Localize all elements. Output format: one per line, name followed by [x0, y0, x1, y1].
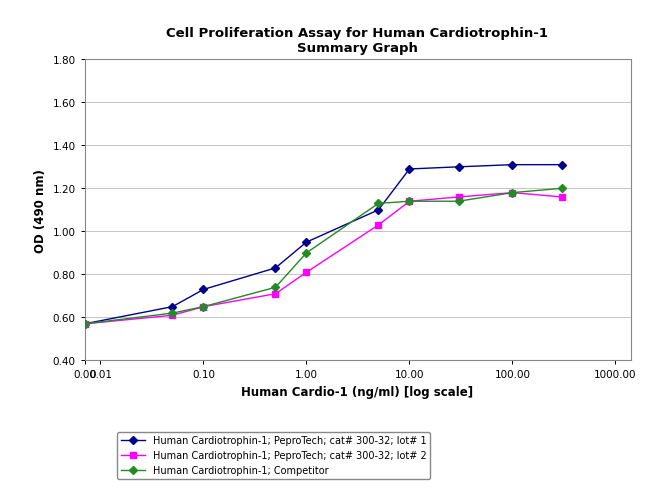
Y-axis label: OD (490 nm): OD (490 nm)	[34, 168, 47, 253]
X-axis label: Human Cardio-1 (ng/ml) [log scale]: Human Cardio-1 (ng/ml) [log scale]	[241, 385, 474, 398]
Line: Human Cardiotrophin-1; PeproTech; cat# 300-32; lot# 2: Human Cardiotrophin-1; PeproTech; cat# 3…	[82, 190, 564, 327]
Human Cardiotrophin-1; PeproTech; cat# 300-32; lot# 2	[374, 222, 382, 228]
Human Cardiotrophin-1; PeproTech; cat# 300-32; lot# 1	[168, 304, 176, 310]
Line: Human Cardiotrophin-1; PeproTech; cat# 300-32; lot# 1: Human Cardiotrophin-1; PeproTech; cat# 3…	[82, 162, 564, 327]
Human Cardiotrophin-1; PeproTech; cat# 300-32; lot# 1	[558, 162, 566, 168]
Human Cardiotrophin-1; Competitor	[558, 186, 566, 192]
Human Cardiotrophin-1; PeproTech; cat# 300-32; lot# 2	[508, 190, 516, 196]
Human Cardiotrophin-1; Competitor	[200, 304, 207, 310]
Human Cardiotrophin-1; Competitor	[455, 199, 463, 205]
Human Cardiotrophin-1; PeproTech; cat# 300-32; lot# 1	[374, 207, 382, 213]
Human Cardiotrophin-1; PeproTech; cat# 300-32; lot# 2	[272, 291, 280, 297]
Human Cardiotrophin-1; PeproTech; cat# 300-32; lot# 1	[200, 287, 207, 293]
Human Cardiotrophin-1; PeproTech; cat# 300-32; lot# 2	[302, 270, 310, 276]
Human Cardiotrophin-1; PeproTech; cat# 300-32; lot# 2	[168, 313, 176, 319]
Legend: Human Cardiotrophin-1; PeproTech; cat# 300-32; lot# 1, Human Cardiotrophin-1; Pe: Human Cardiotrophin-1; PeproTech; cat# 3…	[116, 432, 430, 479]
Human Cardiotrophin-1; PeproTech; cat# 300-32; lot# 1	[406, 167, 413, 173]
Human Cardiotrophin-1; PeproTech; cat# 300-32; lot# 2	[558, 194, 566, 200]
Human Cardiotrophin-1; PeproTech; cat# 300-32; lot# 1	[81, 321, 88, 327]
Human Cardiotrophin-1; Competitor	[302, 250, 310, 257]
Human Cardiotrophin-1; Competitor	[374, 201, 382, 207]
Human Cardiotrophin-1; Competitor	[81, 321, 88, 327]
Human Cardiotrophin-1; PeproTech; cat# 300-32; lot# 1	[302, 239, 310, 245]
Human Cardiotrophin-1; Competitor	[272, 285, 280, 291]
Human Cardiotrophin-1; PeproTech; cat# 300-32; lot# 1	[508, 162, 516, 168]
Human Cardiotrophin-1; Competitor	[406, 199, 413, 205]
Human Cardiotrophin-1; PeproTech; cat# 300-32; lot# 2	[200, 304, 207, 310]
Title: Cell Proliferation Assay for Human Cardiotrophin-1
Summary Graph: Cell Proliferation Assay for Human Cardi…	[166, 27, 549, 55]
Human Cardiotrophin-1; PeproTech; cat# 300-32; lot# 1	[455, 164, 463, 170]
Human Cardiotrophin-1; Competitor	[508, 190, 516, 196]
Human Cardiotrophin-1; PeproTech; cat# 300-32; lot# 2	[406, 199, 413, 205]
Human Cardiotrophin-1; PeproTech; cat# 300-32; lot# 1	[272, 266, 280, 272]
Line: Human Cardiotrophin-1; Competitor: Human Cardiotrophin-1; Competitor	[82, 186, 564, 327]
Human Cardiotrophin-1; Competitor	[168, 311, 176, 317]
Human Cardiotrophin-1; PeproTech; cat# 300-32; lot# 2	[455, 194, 463, 200]
Human Cardiotrophin-1; PeproTech; cat# 300-32; lot# 2	[81, 321, 88, 327]
